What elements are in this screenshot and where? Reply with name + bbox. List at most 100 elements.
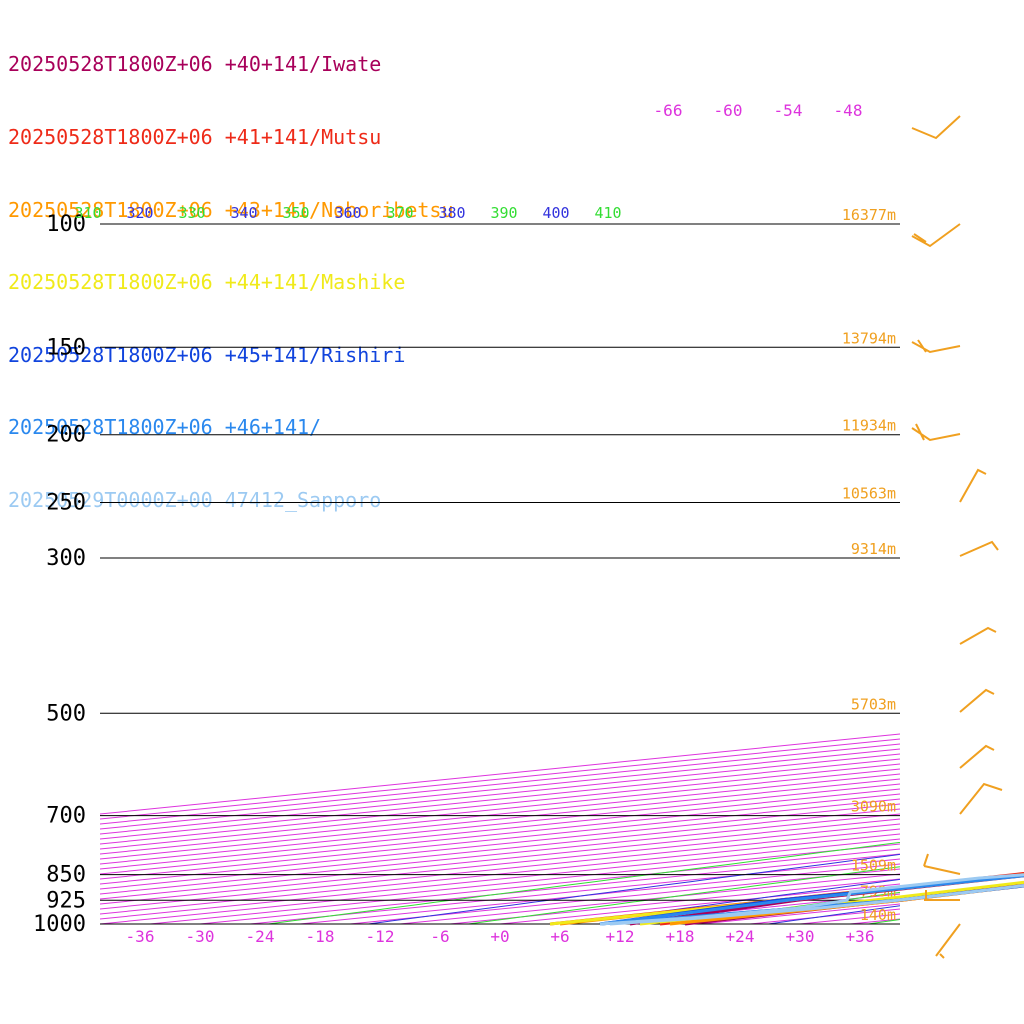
pressure-tick-label: 925 (46, 888, 86, 913)
theta-label: 340 (230, 204, 257, 222)
temperature-tick-label: +30 (786, 927, 815, 946)
wind-barb (911, 423, 961, 442)
height-label: 3090m (851, 798, 896, 816)
isotherm (100, 743, 900, 825)
isotherm (749, 908, 900, 924)
temperature-tick-label: +12 (606, 927, 635, 946)
height-label: 5703m (851, 695, 896, 713)
legend-entry-sapporo: 20250529T0000Z+00 47412_Sapporo (8, 487, 382, 512)
temperature-tick-label: -18 (306, 927, 335, 946)
wind-barb (924, 890, 960, 901)
dewpoint-profile (599, 873, 1024, 926)
isobars (100, 223, 900, 925)
profiles (549, 871, 1024, 926)
wind-barb (911, 115, 961, 140)
isotherm (149, 848, 900, 924)
dewpoint-profile (599, 874, 1024, 926)
wind-barb (911, 223, 961, 248)
legend: 20250528T1800Z+06 +40+141/Iwate 20250528… (8, 4, 454, 536)
isotherm (449, 878, 900, 924)
pressure-tick-label: 150 (46, 335, 86, 360)
pressure-tick-label: 100 (46, 212, 86, 237)
isotherm (100, 738, 900, 820)
chart-grid (100, 13, 1024, 924)
wind-barbs (911, 115, 1003, 959)
pressure-tick-label: 500 (46, 701, 86, 726)
temperature-profile (609, 883, 1024, 926)
wind-barb (959, 744, 995, 769)
temperature-tick-label: +0 (490, 927, 509, 946)
wind-barb (911, 339, 961, 354)
theta-label: 330 (178, 204, 205, 222)
wind-barb (959, 688, 995, 713)
theta-label: 380 (438, 204, 465, 222)
theta-label: 390 (490, 204, 517, 222)
temperature-tick-label: -36 (126, 927, 155, 946)
wind-barb (959, 468, 987, 503)
wind-barb (959, 626, 997, 645)
upper-temperature-label: -60 (714, 101, 743, 120)
legend-entry-noboribetsu: 20250528T1800Z+06 +43+141/Noboribetsu (8, 197, 454, 222)
wind-barb (959, 782, 1003, 815)
height-label: 13794m (842, 329, 896, 347)
isotherm (349, 868, 900, 924)
theta-label: 360 (334, 204, 361, 222)
wind-barb (923, 853, 961, 875)
temperature-tick-label: -30 (186, 927, 215, 946)
height-label: 140m (860, 906, 896, 924)
isotherm (950, 13, 1024, 924)
legend-entry-mutsu: 20250528T1800Z+06 +41+141/Mutsu (8, 125, 382, 149)
wind-barb (959, 540, 999, 557)
isotherm (100, 838, 900, 920)
temperature-tick-label: -24 (246, 927, 275, 946)
isotherm (100, 753, 900, 835)
legend-entry-mashike: 20250528T1800Z+06 +44+141/Mashike (8, 270, 406, 295)
isotherm (100, 758, 900, 840)
temperature-profile (684, 883, 1024, 926)
upper-temperature-label: -54 (774, 101, 803, 120)
isotherm (649, 898, 900, 924)
wind-barb (935, 923, 961, 959)
theta-label: 400 (542, 204, 569, 222)
upper-temperature-label: -66 (654, 101, 683, 120)
temperature-profile (639, 880, 1024, 926)
height-label: 10563m (842, 485, 896, 503)
isotherm (100, 733, 900, 815)
pressure-tick-label: 300 (46, 546, 86, 571)
dewpoint-profile (559, 873, 1024, 926)
height-label: 16377m (842, 206, 896, 224)
theta-label: 320 (126, 204, 153, 222)
pressure-tick-label: 700 (46, 804, 86, 829)
legend-entry-46n141e: 20250528T1800Z+06 +46+141/ (8, 415, 322, 440)
theta-label: 410 (594, 204, 621, 222)
isotherm (100, 763, 900, 845)
height-label: 9314m (851, 540, 896, 558)
theta-label: 310 (74, 204, 101, 222)
isotherm (799, 913, 900, 924)
temperature-tick-label: +36 (846, 927, 875, 946)
theta-label: 350 (282, 204, 309, 222)
pressure-tick-label: 200 (46, 423, 86, 448)
height-label: 1509m (851, 857, 896, 875)
legend-entry-iwate: 20250528T1800Z+06 +40+141/Iwate (8, 52, 382, 77)
pressure-tick-label: 850 (46, 863, 86, 888)
dewpoint-profile (599, 874, 1024, 926)
isotherm (100, 768, 900, 850)
isotherm (100, 748, 900, 830)
temperature-tick-label: +18 (666, 927, 695, 946)
isotherm (899, 923, 900, 924)
temperature-tick-label: -12 (366, 927, 395, 946)
temperature-tick-label: +24 (726, 927, 755, 946)
theta-label: 370 (386, 204, 413, 222)
isotherm (849, 918, 900, 924)
upper-temperature-label: -48 (834, 101, 863, 120)
pressure-tick-label: 1000 (33, 912, 86, 937)
temperature-profile (669, 884, 1024, 926)
temperature-tick-label: +6 (550, 927, 569, 946)
height-label: 11934m (842, 417, 896, 435)
pressure-tick-label: 250 (46, 491, 86, 516)
dry-adiabat (969, 224, 1024, 924)
temperature-tick-label: -6 (430, 927, 449, 946)
